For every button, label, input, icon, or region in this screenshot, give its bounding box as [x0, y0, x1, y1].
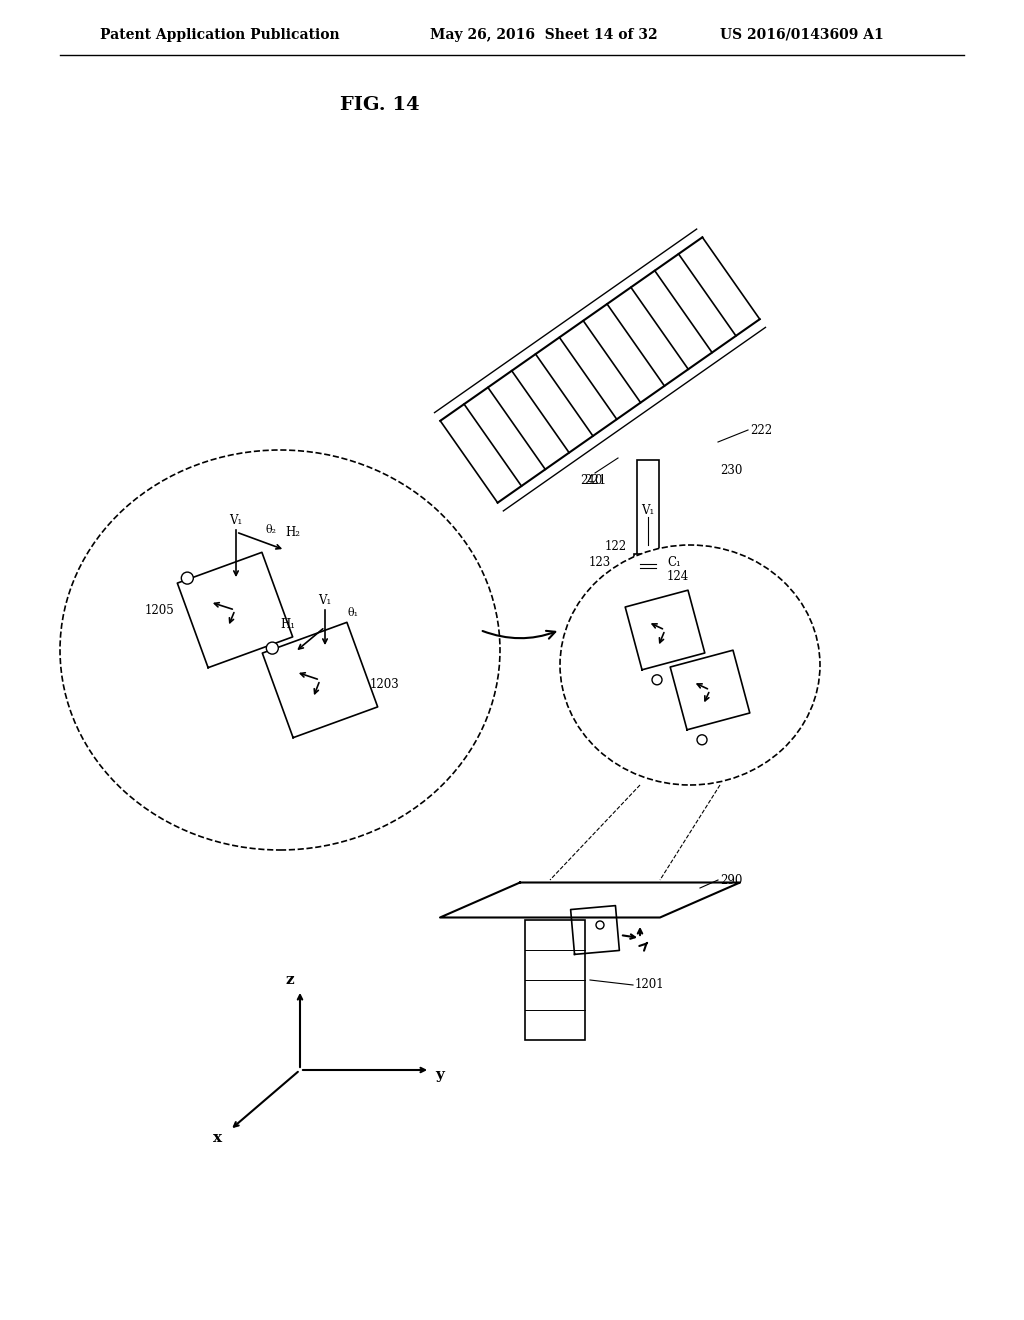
Text: May 26, 2016  Sheet 14 of 32: May 26, 2016 Sheet 14 of 32	[430, 28, 657, 42]
Text: 123: 123	[589, 556, 611, 569]
Text: 222: 222	[750, 424, 772, 437]
Text: US 2016/0143609 A1: US 2016/0143609 A1	[720, 28, 884, 42]
Text: H₂: H₂	[285, 525, 300, 539]
Text: V₁: V₁	[318, 594, 332, 606]
FancyBboxPatch shape	[525, 920, 585, 1040]
Text: 221: 221	[584, 474, 606, 487]
Text: V₁: V₁	[229, 513, 243, 527]
Text: 122: 122	[605, 540, 627, 553]
Circle shape	[266, 642, 279, 655]
Circle shape	[181, 572, 194, 585]
Text: y: y	[435, 1068, 444, 1082]
Text: 240: 240	[581, 474, 603, 487]
Text: z: z	[286, 973, 294, 987]
Text: 1203: 1203	[370, 678, 399, 692]
Circle shape	[596, 921, 604, 929]
Text: 1205: 1205	[145, 603, 175, 616]
Circle shape	[697, 735, 707, 744]
Text: 290: 290	[720, 874, 742, 887]
FancyBboxPatch shape	[634, 554, 662, 582]
Text: H₁: H₁	[280, 619, 295, 631]
Text: C₁: C₁	[667, 556, 681, 569]
Text: 1201: 1201	[635, 978, 665, 991]
Ellipse shape	[60, 450, 500, 850]
Text: x: x	[213, 1131, 222, 1144]
Ellipse shape	[560, 545, 820, 785]
Text: 230: 230	[720, 463, 742, 477]
Text: 124: 124	[667, 570, 689, 583]
Text: V₁: V₁	[641, 503, 654, 516]
FancyBboxPatch shape	[637, 459, 659, 560]
Circle shape	[652, 675, 663, 685]
Text: θ₂: θ₂	[265, 525, 276, 535]
Text: FIG. 14: FIG. 14	[340, 96, 420, 114]
Text: θ₁: θ₁	[348, 609, 359, 618]
Text: Patent Application Publication: Patent Application Publication	[100, 28, 340, 42]
